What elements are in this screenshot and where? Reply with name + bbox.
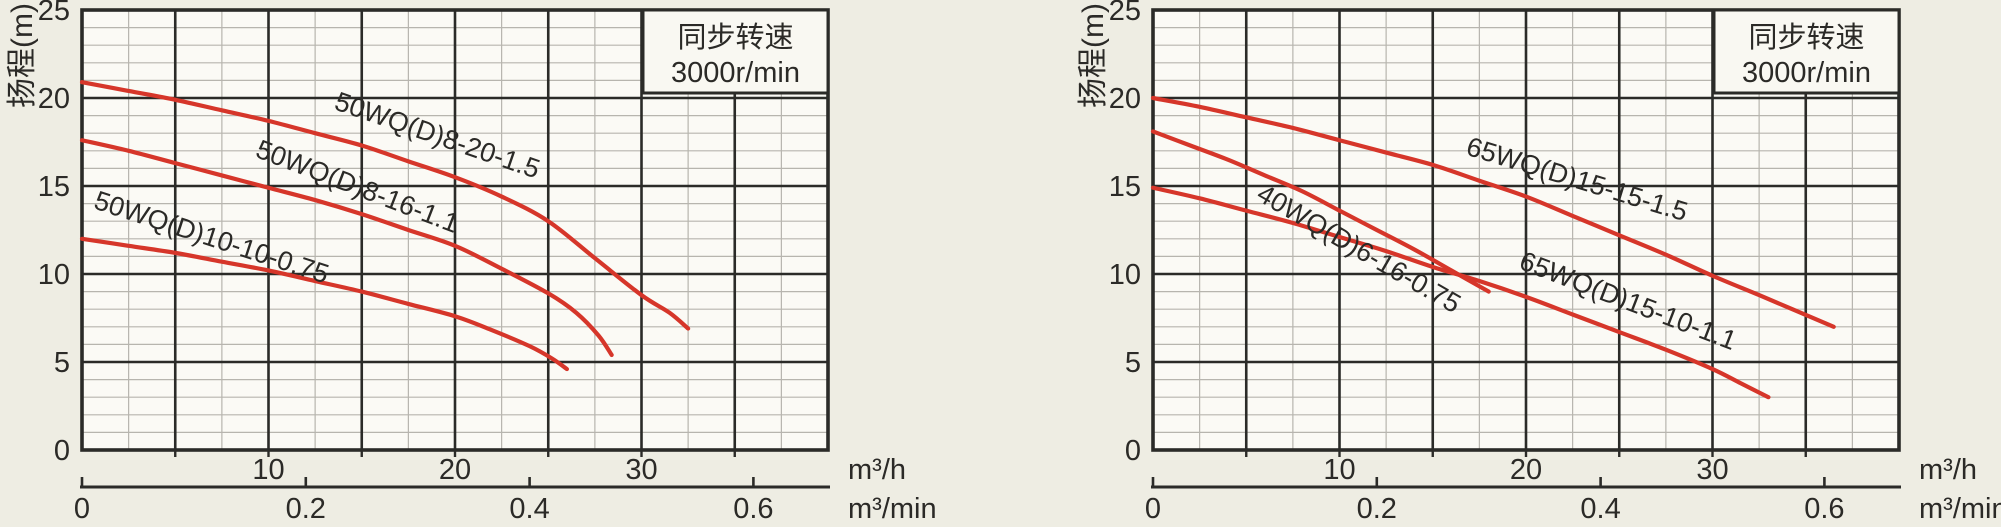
legend-line-rpm: 3000r/min	[1742, 57, 1871, 89]
legend-line-rpm: 3000r/min	[671, 57, 800, 89]
curve-65WQ(D)15-15-1.5	[1150, 95, 1836, 329]
secondary-tick-label: 0.2	[1357, 493, 1397, 522]
plot-border	[80, 8, 830, 452]
x-tick-label: 20	[439, 454, 471, 486]
secondary-tick-label: 0.4	[509, 493, 549, 522]
y-tick-label: 0	[54, 435, 70, 467]
x-tick-label: 30	[625, 454, 657, 486]
x-tick-label: 20	[1510, 454, 1542, 486]
x-axis-unit-m3min: m³/min	[1919, 493, 2001, 522]
curve-65WQ(D)15-10-1.1	[1150, 185, 1771, 400]
legend-line-sync-speed: 同步转速	[677, 21, 793, 54]
y-tick-label: 10	[1109, 259, 1141, 291]
y-tick-label: 25	[38, 0, 70, 27]
plot-border	[1151, 8, 1901, 452]
legend-box	[1712, 8, 1901, 95]
curve-50WQ(D)10-10-0.75	[79, 236, 569, 372]
legend-box	[641, 8, 830, 95]
x-tick-label: 10	[1323, 454, 1355, 486]
secondary-tick-label: 0.2	[286, 493, 326, 522]
y-tick-label: 25	[1109, 0, 1141, 27]
secondary-tick-label: 0.4	[1580, 493, 1620, 522]
y-tick-label: 20	[1109, 83, 1141, 115]
y-tick-label: 10	[38, 259, 70, 291]
legend-line-sync-speed: 同步转速	[1748, 21, 1864, 54]
y-axis-title: 扬程(m)	[1077, 3, 1110, 108]
x-axis-unit-m3h: m³/h	[1919, 454, 1977, 486]
y-tick-label: 5	[1125, 347, 1141, 379]
x-tick-label: 30	[1696, 454, 1728, 486]
x-axis-unit-m3min: m³/min	[848, 493, 937, 522]
y-tick-label: 15	[1109, 171, 1141, 203]
secondary-tick-label: 0.6	[733, 493, 773, 522]
secondary-tick-label: 0	[74, 493, 90, 522]
y-tick-label: 15	[38, 171, 70, 203]
curve-50WQ(D)8-20-1.5	[79, 80, 691, 331]
y-axis-title: 扬程(m)	[6, 3, 39, 108]
curve-50WQ(D)8-16-1.1	[79, 138, 614, 358]
y-tick-label: 20	[38, 83, 70, 115]
secondary-tick-label: 0	[1145, 493, 1161, 522]
y-tick-label: 5	[54, 347, 70, 379]
y-tick-label: 0	[1125, 435, 1141, 467]
x-tick-label: 10	[252, 454, 284, 486]
secondary-tick-label: 0.6	[1804, 493, 1844, 522]
x-axis-unit-m3h: m³/h	[848, 454, 906, 486]
